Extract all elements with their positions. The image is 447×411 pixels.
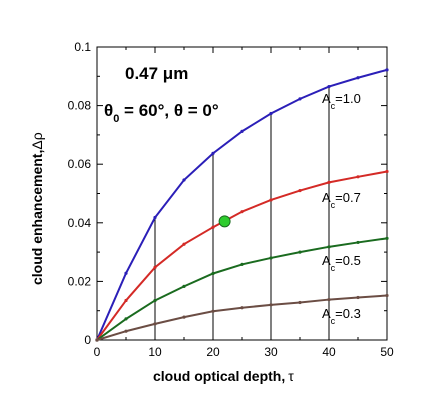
y-tick-label: 0.04 [68,216,92,230]
series-label-main: A [322,253,331,268]
series-point [95,338,99,342]
series-label-value: =1.0 [335,91,361,106]
y-axis-label-symbol: Δρ [29,132,45,149]
series-point [211,309,215,313]
series-label-sub: c [331,101,336,111]
x-tick-label: 10 [148,345,162,359]
series-point [153,322,157,326]
x-tick-label: 20 [206,345,220,359]
series-point [182,242,186,246]
x-axis-label-text: cloud optical depth, [153,368,285,384]
series-point [182,178,186,182]
series-label: Ac=0.7 [322,190,361,210]
series-point [124,271,128,275]
series-point [153,215,157,220]
series-point [124,317,128,321]
series-point [240,306,244,310]
series-point [385,169,389,174]
series-point [356,295,360,300]
y-tick-label: 0 [84,333,91,347]
series-point [153,265,157,269]
annotation-wavelength: 0.47 μm [125,64,188,83]
series-label-sub: c [331,200,336,210]
y-tick-label: 0.02 [68,274,92,288]
series-point [327,297,331,302]
series-point [211,151,215,155]
annotation-angles-sub: 0 [113,113,119,125]
x-tick-label: 0 [94,345,101,359]
x-tick-label: 50 [380,345,394,359]
series-point [240,210,244,214]
series-point [298,188,302,193]
series-point [327,180,331,184]
series-label-main: A [322,306,331,321]
series-point [211,225,215,229]
series-point [124,298,128,303]
series-point [269,256,273,260]
series-point [385,68,389,72]
series-point [327,245,331,249]
annotation-angles: θ0 = 60°, θ = 0° [104,101,219,125]
series-point [182,284,186,288]
series-point [356,240,360,245]
x-tick-label: 40 [322,345,336,359]
series-label-main: A [322,190,331,205]
series-label-value: =0.7 [335,190,361,205]
y-axis-label: cloud enhancement,Δρ [29,132,45,285]
series-label: Ac=0.5 [322,253,361,273]
series-label-sub: c [331,316,336,326]
series-point [298,250,302,254]
series-point [385,293,389,298]
plot-layer: 0 10 20 30 40 5000.020.040.060.080.1Ac=1.0Ac=… [68,40,394,359]
series-point [385,236,389,240]
series-label-sub: c [331,263,336,273]
series-label: Ac=0.3 [322,306,361,326]
series-point [240,262,244,267]
series-point [269,198,273,202]
y-tick-label: 0.08 [68,99,92,113]
series-point [153,298,157,303]
x-axis-label-symbol: τ [288,368,294,384]
series-label-value: =0.3 [335,306,361,321]
series-point [182,315,186,319]
x-tick-label: 30 [264,345,278,359]
series-point [124,329,128,333]
series-point [240,129,244,133]
annotation-angles-mid: = 60°, θ = 0° [119,101,219,120]
highlight-point [218,215,231,228]
series-point [211,271,215,276]
series-point [298,97,302,101]
series-point [269,303,273,307]
series-label-main: A [322,91,331,106]
x-axis-label: cloud optical depth, τ [153,368,294,384]
annotation-angles-prefix: θ [104,101,113,120]
series-point [298,300,302,305]
y-tick-label: 0.1 [74,40,91,54]
series-point [356,76,360,80]
y-tick-label: 0.06 [68,157,92,171]
y-axis-label-text: cloud enhancement, [29,150,45,285]
series-label-value: =0.5 [335,253,361,268]
series-point [327,84,331,89]
series-label: Ac=1.0 [322,91,361,111]
series-point [269,111,273,116]
series-point [356,175,360,179]
